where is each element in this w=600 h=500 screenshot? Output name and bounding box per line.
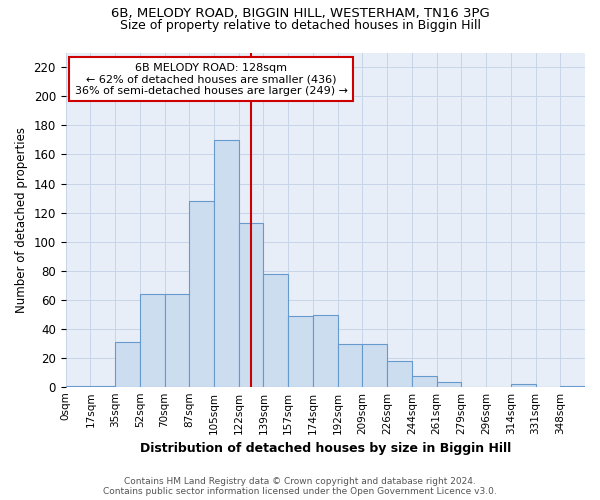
Text: 6B MELODY ROAD: 128sqm
← 62% of detached houses are smaller (436)
36% of semi-de: 6B MELODY ROAD: 128sqm ← 62% of detached… [74,62,347,96]
Text: 6B, MELODY ROAD, BIGGIN HILL, WESTERHAM, TN16 3PG: 6B, MELODY ROAD, BIGGIN HILL, WESTERHAM,… [110,8,490,20]
Bar [437,382,461,388]
Text: Size of property relative to detached houses in Biggin Hill: Size of property relative to detached ho… [119,18,481,32]
Bar [65,386,91,388]
Bar [115,342,140,388]
Bar [511,384,536,388]
Text: Contains HM Land Registry data © Crown copyright and database right 2024.
Contai: Contains HM Land Registry data © Crown c… [103,476,497,496]
Bar [412,376,437,388]
Bar [140,294,164,388]
Bar [387,361,412,388]
Bar [263,274,288,388]
Y-axis label: Number of detached properties: Number of detached properties [15,127,28,313]
Bar [288,316,313,388]
Bar [190,201,214,388]
X-axis label: Distribution of detached houses by size in Biggin Hill: Distribution of detached houses by size … [140,442,511,455]
Bar [164,294,190,388]
Bar [214,140,239,388]
Bar [338,344,362,388]
Bar [362,344,387,388]
Bar [91,386,115,388]
Bar [560,386,585,388]
Bar [313,314,338,388]
Bar [239,223,263,388]
